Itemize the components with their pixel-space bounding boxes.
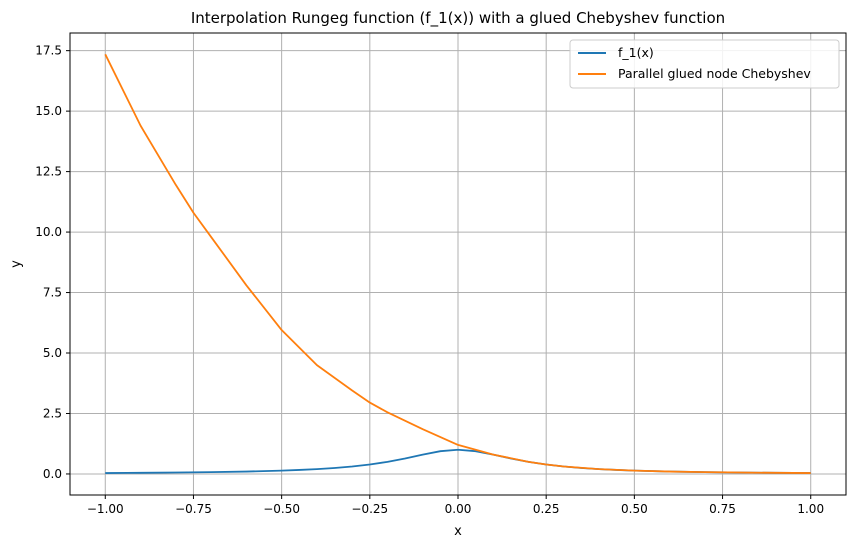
y-tick-label: 5.0 <box>43 346 62 360</box>
legend-label-f1: f_1(x) <box>618 45 654 60</box>
y-tick-label: 12.5 <box>35 165 62 179</box>
x-tick-label: 0.00 <box>445 502 472 516</box>
legend-label-chebyshev: Parallel glued node Chebyshev <box>618 66 811 81</box>
legend-box <box>569 39 840 89</box>
x-tick-label: 0.50 <box>621 502 648 516</box>
legend: f_1(x) Parallel glued node Chebyshev <box>569 39 840 89</box>
y-tick-label: 2.5 <box>43 406 62 420</box>
x-tick-label: −0.50 <box>263 502 300 516</box>
chart-title: Interpolation Rungeg function (f_1(x)) w… <box>191 9 725 28</box>
series-line-chebyshev <box>104 53 811 474</box>
x-tick-label: −0.25 <box>351 502 388 516</box>
y-axis-label: y <box>9 260 24 268</box>
x-tick-label: −1.00 <box>87 502 124 516</box>
x-axis-label: x <box>454 524 462 539</box>
x-tick-label: −0.75 <box>175 502 212 516</box>
y-tick-label: 17.5 <box>35 44 62 58</box>
x-tick-label: 0.75 <box>709 502 736 516</box>
y-tick-label: 10.0 <box>35 225 62 239</box>
y-tick-label: 0.0 <box>43 467 62 481</box>
grid <box>70 33 846 495</box>
y-tick-label: 7.5 <box>43 286 62 300</box>
x-tick-label: 1.00 <box>797 502 824 516</box>
series-layer <box>104 53 811 474</box>
y-tick-label: 15.0 <box>35 104 62 118</box>
ticks: −1.00 −0.75 −0.50 −0.25 0.00 0.25 0.50 0.75 1.00… <box>35 44 824 516</box>
x-tick-label: 0.25 <box>533 502 560 516</box>
